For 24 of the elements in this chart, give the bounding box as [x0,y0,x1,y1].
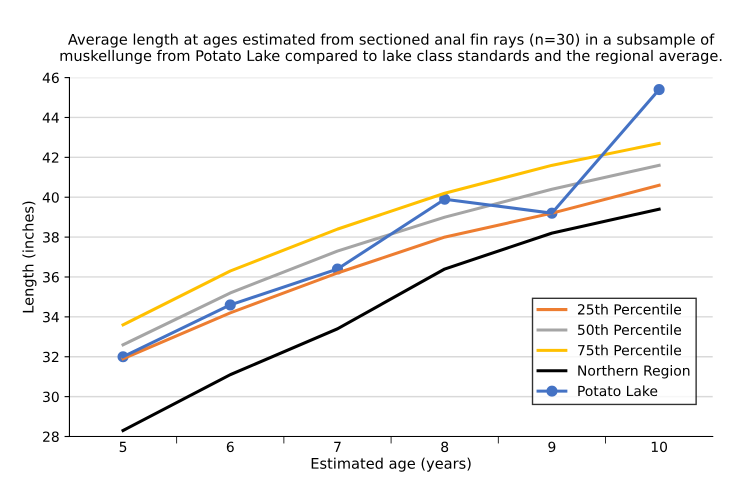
legend-label: 50th Percentile [578,324,682,336]
chart-title: Average length at ages estimated from sectioned anal fin rays (n=30) in a subsample of muskellunge from Potato Lake compared to lake class standards and the regional average. [60,34,722,64]
y-tick-label: 34 [43,312,59,322]
y-tick-label: 46 [42,72,59,84]
x-tick-label: 9 [548,442,556,452]
x-tick-label: 10 [652,442,668,452]
y-tick-label: 44 [42,112,59,123]
y-tick-label: 38 [43,232,59,243]
legend-label: Northern Region [578,365,690,378]
legend-label: 25th Percentile [578,304,682,315]
y-tick-label: 40 [42,192,59,203]
legend-label: 75th Percentile [578,344,682,356]
y-axis-title: Length (inches) [22,202,36,312]
x-tick-label: 5 [120,442,126,452]
y-tick-label: 32 [43,352,58,362]
y-tick-label: 42 [42,152,58,163]
legend-label: Potato Lake [578,385,658,396]
x-tick-label: 7 [334,442,341,452]
y-tick-label: 30 [43,392,59,402]
y-tick-label: 28 [43,431,59,442]
x-axis-title: Estimated age (years) [312,458,471,472]
x-tick-label: 6 [226,442,234,452]
x-tick-label: 8 [441,442,448,452]
y-tick-label: 36 [43,272,59,282]
